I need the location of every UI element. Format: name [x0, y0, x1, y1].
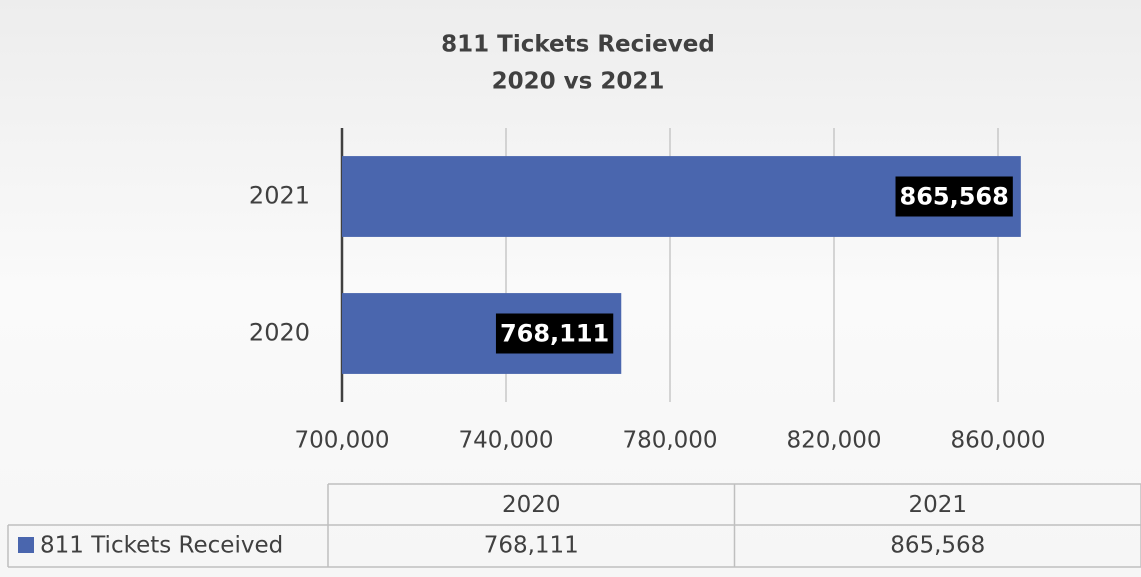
legend-label: 811 Tickets Received	[40, 533, 283, 559]
x-tick-label: 700,000	[294, 428, 389, 454]
data-label: 865,568	[900, 183, 1009, 211]
y-tick-label: 2021	[249, 182, 310, 210]
x-tick-label: 780,000	[622, 428, 717, 454]
y-tick-label: 2020	[249, 319, 310, 347]
table-header: 2020	[502, 492, 561, 518]
data-label: 768,111	[500, 320, 609, 348]
table-header: 2021	[908, 492, 967, 518]
chart-title: 811 Tickets Recieved	[441, 32, 715, 58]
data-label-background	[495, 313, 614, 354]
x-tick-label: 740,000	[458, 428, 553, 454]
chart-subtitle: 2020 vs 2021	[492, 69, 665, 95]
table-cell: 768,111	[484, 533, 579, 559]
x-tick-label: 820,000	[786, 428, 881, 454]
legend-swatch	[18, 537, 34, 553]
data-label-background	[895, 176, 1013, 217]
x-tick-label: 860,000	[950, 428, 1045, 454]
table-cell: 865,568	[890, 533, 985, 559]
